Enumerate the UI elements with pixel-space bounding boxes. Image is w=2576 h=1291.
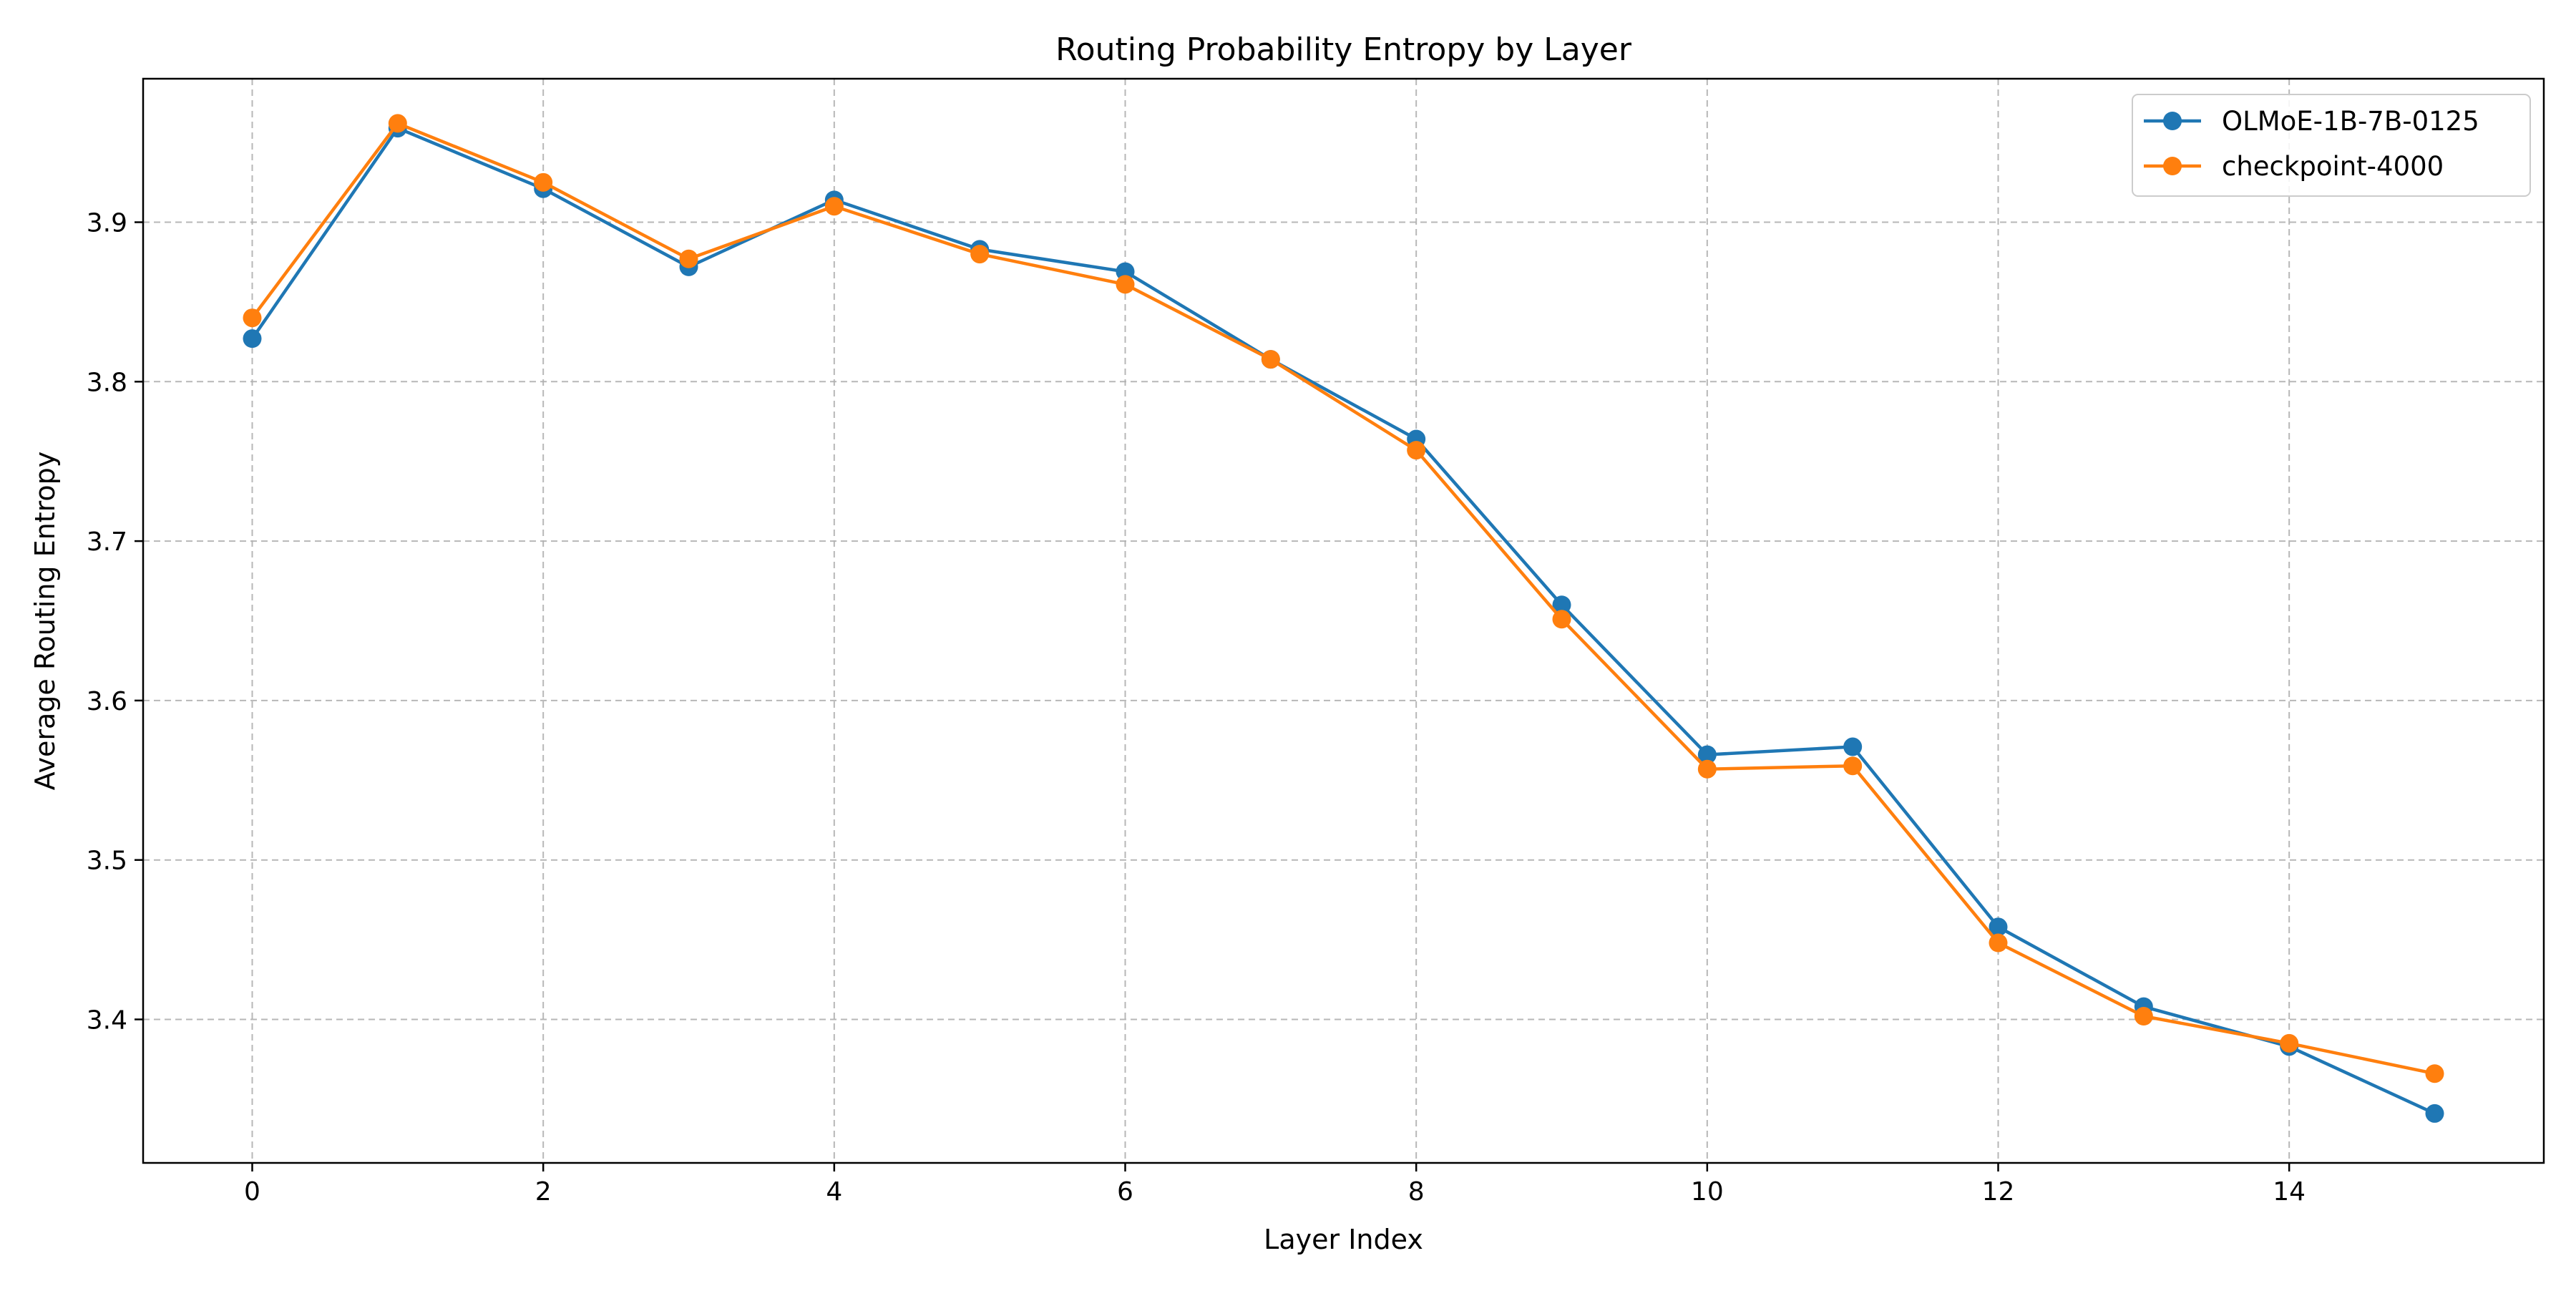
data-point xyxy=(2280,1033,2299,1053)
data-point xyxy=(1697,759,1717,779)
data-point xyxy=(243,308,262,328)
data-point xyxy=(1407,441,1426,460)
series-layer xyxy=(243,114,2444,1123)
legend-marker xyxy=(2163,112,2182,130)
data-point xyxy=(2425,1064,2444,1083)
plot-frame xyxy=(142,77,2545,1164)
x-tick-label: 12 xyxy=(1982,1177,2015,1207)
data-point xyxy=(388,114,407,133)
data-point xyxy=(1843,737,1863,756)
y-tick-label: 3.9 xyxy=(87,209,127,238)
x-tick-label: 14 xyxy=(2273,1177,2306,1207)
x-axis-label: Layer Index xyxy=(1264,1224,1423,1255)
y-tick-label: 3.5 xyxy=(87,847,127,876)
x-tick-label: 10 xyxy=(1691,1177,1724,1207)
axis-ticks: 0 2 4 6 8 10 12 14 3.4 3.5 3.6 3.7 3.8 3.9 xyxy=(87,209,2306,1207)
x-tick-label: 6 xyxy=(1117,1177,1133,1207)
legend: OLMoE-1B-7B-0125 checkpoint-4000 xyxy=(2132,94,2531,197)
data-point xyxy=(1552,595,1571,615)
data-point xyxy=(679,249,698,268)
chart-title: Routing Probability Entropy by Layer xyxy=(1055,31,1632,68)
data-point xyxy=(1843,756,1863,776)
y-axis-label: Average Routing Entropy xyxy=(29,452,61,791)
data-point xyxy=(824,197,844,216)
x-tick-label: 0 xyxy=(244,1177,260,1207)
x-tick-label: 8 xyxy=(1408,1177,1425,1207)
data-point xyxy=(1116,262,1135,281)
series-2 xyxy=(243,114,2444,1083)
legend-marker xyxy=(2163,157,2182,175)
data-point xyxy=(534,172,553,192)
series-line xyxy=(250,126,2436,1115)
data-point xyxy=(243,329,262,349)
y-tick-label: 3.7 xyxy=(87,527,127,557)
data-point xyxy=(970,245,990,264)
data-point xyxy=(1989,917,2008,937)
legend-label: checkpoint-4000 xyxy=(2222,151,2444,182)
data-point xyxy=(1261,350,1280,369)
series-line xyxy=(250,122,2435,1076)
data-point xyxy=(1989,933,2008,953)
legend-label: OLMoE-1B-7B-0125 xyxy=(2222,106,2479,137)
data-point xyxy=(2425,1104,2444,1123)
data-point xyxy=(1116,275,1135,294)
data-point xyxy=(1697,745,1717,764)
x-tick-label: 2 xyxy=(535,1177,552,1207)
y-tick-label: 3.8 xyxy=(87,368,127,397)
x-tick-label: 4 xyxy=(826,1177,842,1207)
y-tick-label: 3.4 xyxy=(87,1005,127,1035)
data-point xyxy=(1552,610,1571,629)
y-tick-label: 3.6 xyxy=(87,687,127,716)
legend-box xyxy=(2132,94,2531,197)
data-point xyxy=(2134,1007,2153,1026)
